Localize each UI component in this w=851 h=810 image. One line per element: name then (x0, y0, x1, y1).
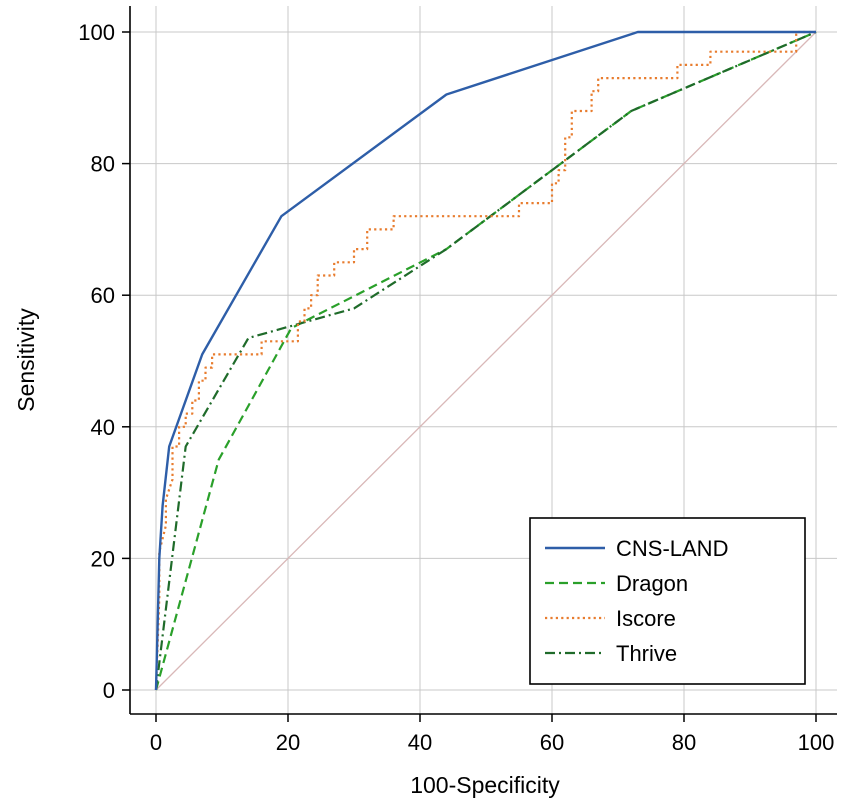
x-axis-title: 100-Specificity (410, 772, 560, 798)
legend-label-cns-land: CNS-LAND (616, 536, 728, 561)
x-tick-label: 60 (540, 730, 564, 755)
x-tick-label: 0 (150, 730, 162, 755)
series-layer (154, 30, 817, 691)
y-axis-title: Sensitivity (13, 308, 39, 412)
x-tick-label: 80 (672, 730, 696, 755)
x-tick-label: 40 (408, 730, 432, 755)
x-tick-label: 100 (798, 730, 835, 755)
x-tick-label: 20 (276, 730, 300, 755)
reference-line-layer (155, 31, 817, 691)
reference-diagonal-line (155, 31, 817, 691)
series-line-cns-land (154, 30, 816, 691)
legend: CNS-LAND Dragon Iscore Thrive (529, 517, 806, 685)
y-tick-label: 60 (91, 283, 115, 308)
legend-items: CNS-LAND Dragon Iscore Thrive (545, 536, 728, 666)
legend-label-iscore: Iscore (616, 606, 676, 631)
tick-layer: 0 20 40 60 80 100 0 20 40 60 80 100 (78, 20, 834, 755)
y-tick-label: 40 (91, 415, 115, 440)
legend-label-thrive: Thrive (616, 641, 677, 666)
grid-layer (130, 6, 837, 714)
series-line-iscore (154, 30, 816, 691)
y-tick-label: 80 (91, 152, 115, 177)
y-tick-label: 0 (103, 678, 115, 703)
series-line-thrive (154, 30, 817, 691)
legend-box (529, 517, 806, 685)
y-tick-label: 20 (91, 546, 115, 571)
legend-label-dragon: Dragon (616, 571, 688, 596)
y-tick-label: 100 (78, 20, 115, 45)
